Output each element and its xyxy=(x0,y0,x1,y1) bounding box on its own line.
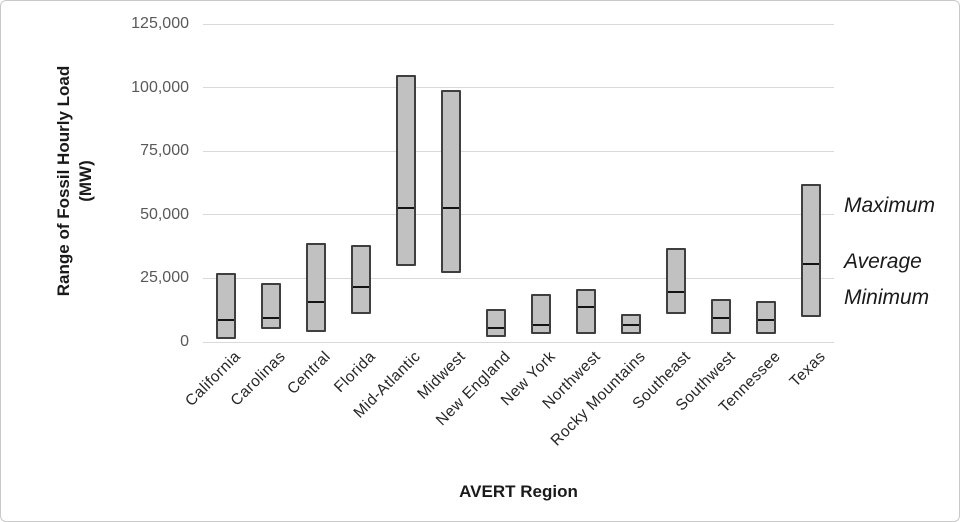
range-bar-mid-atlantic xyxy=(395,74,416,266)
y-tick-label: 75,000 xyxy=(140,142,189,160)
average-line-texas xyxy=(803,263,820,266)
range-bar-tennessee xyxy=(756,301,777,335)
range-bar-new-york xyxy=(531,293,552,335)
range-bar-central xyxy=(305,242,326,332)
average-line-mid-atlantic xyxy=(397,207,414,210)
average-line-new-england xyxy=(487,326,504,329)
y-tick-label: 50,000 xyxy=(140,205,189,223)
range-bar-texas xyxy=(801,184,822,317)
range-bar-midwest xyxy=(440,90,461,274)
average-line-southeast xyxy=(668,291,685,294)
gridline-25000 xyxy=(203,277,834,279)
gridline-75000 xyxy=(203,150,834,152)
maximum-annotation: Maximum xyxy=(844,194,936,217)
average-line-new-york xyxy=(533,324,550,327)
minimum-annotation: Minimum xyxy=(844,286,930,309)
average-line-florida xyxy=(352,286,369,289)
average-line-midwest xyxy=(442,207,459,210)
range-bar-florida xyxy=(350,245,371,314)
average-line-central xyxy=(307,301,324,304)
average-line-tennessee xyxy=(758,319,775,322)
average-line-carolinas xyxy=(262,316,279,319)
range-bar-southeast xyxy=(666,247,687,314)
range-bar-rocky-mountains xyxy=(621,314,642,335)
y-tick-label: 0 xyxy=(180,333,189,350)
range-bar-carolinas xyxy=(260,283,281,330)
y-tick-label: 125,000 xyxy=(131,15,189,32)
average-line-northwest xyxy=(578,306,595,309)
average-annotation: Average xyxy=(844,250,922,273)
average-line-california xyxy=(217,319,234,322)
x-axis-title: AVERT Region xyxy=(459,482,578,501)
average-line-rocky-mountains xyxy=(623,324,640,327)
gridline-125000 xyxy=(203,23,834,25)
gridline-50000 xyxy=(203,214,834,216)
range-bar-california xyxy=(215,273,236,340)
y-axis-title: Range of Fossil Hourly Load (MW) xyxy=(53,66,97,296)
y-tick-label: 25,000 xyxy=(140,269,189,287)
range-bar-new-england xyxy=(485,308,506,337)
range-bar-southwest xyxy=(711,298,732,335)
gridline-0 xyxy=(203,341,834,343)
range-bar-northwest xyxy=(576,288,597,335)
plot-area xyxy=(203,23,834,343)
gridline-100000 xyxy=(203,87,834,89)
average-line-southwest xyxy=(713,316,730,319)
y-axis-title-line1: Range of Fossil Hourly Load xyxy=(53,65,73,297)
y-tick-label: 100,000 xyxy=(131,78,189,96)
y-axis-title-line2: (MW) xyxy=(76,160,95,202)
